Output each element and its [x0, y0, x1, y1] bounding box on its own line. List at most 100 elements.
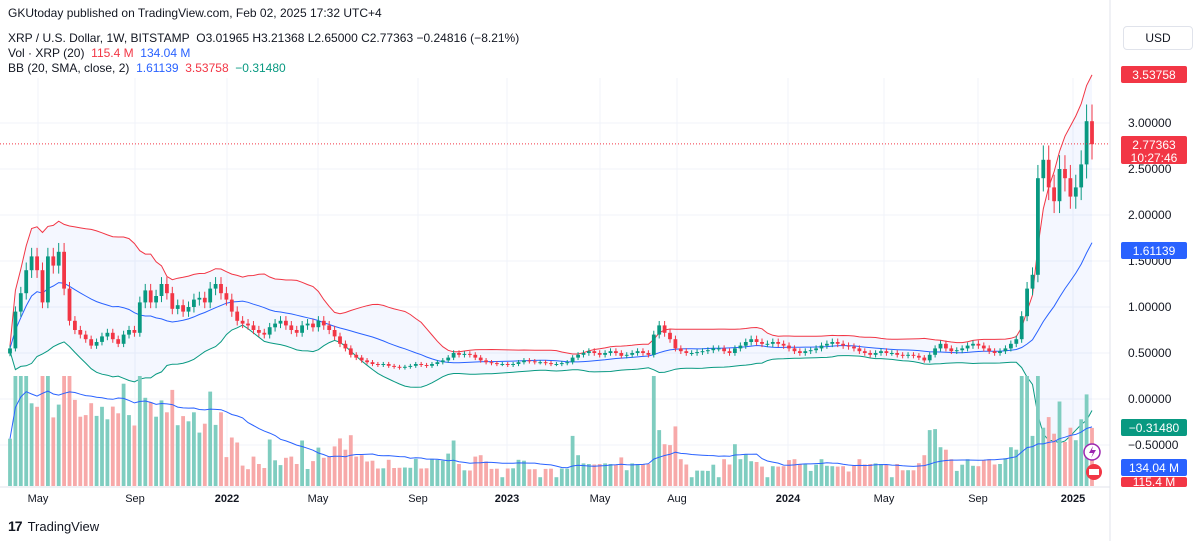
candle-body: [971, 343, 975, 346]
volume-ma-line: [9, 390, 1093, 469]
candle-body: [24, 270, 29, 294]
volume-bar: [154, 416, 158, 486]
bb-legend[interactable]: BB (20, SMA, close, 2) 1.61139 3.53758 −…: [8, 61, 286, 75]
x-tick-label: Aug: [667, 493, 687, 505]
volume-bar: [981, 460, 986, 486]
y-tick-label: 3.00000: [1128, 116, 1172, 130]
candle-body: [473, 354, 478, 358]
basis-label-text: 1.61139: [1133, 244, 1176, 258]
candle-body: [722, 348, 726, 352]
volume-bar: [911, 470, 916, 486]
volume-bar: [181, 416, 185, 486]
candle-body: [862, 351, 867, 353]
candle-body: [624, 354, 629, 356]
candle-body: [776, 342, 781, 344]
x-tick-label: 2025: [1061, 493, 1085, 505]
symbol-line: XRP / U.S. Dollar, 1W, BITSTAMP O3.01965…: [8, 31, 519, 45]
candle-body: [657, 325, 662, 335]
x-tick-label: 2022: [215, 493, 239, 505]
candle-body: [321, 320, 326, 326]
volume-bar: [944, 449, 948, 486]
candlesticks: [8, 104, 1094, 370]
candle-body: [749, 339, 754, 342]
candle-body: [554, 364, 559, 365]
candle-body: [392, 365, 396, 367]
candle-body: [532, 361, 537, 363]
volume-bar: [67, 376, 72, 486]
x-tick-label: May: [874, 493, 895, 505]
volume-bar: [949, 459, 954, 486]
candle-body: [830, 342, 835, 344]
candle-body: [208, 288, 213, 303]
candle-body: [1036, 178, 1040, 275]
volume-bar: [597, 464, 602, 486]
candle-body: [1030, 274, 1035, 289]
candle-body: [765, 343, 770, 345]
flag-icon: [1089, 469, 1099, 475]
candle-body: [1041, 159, 1046, 179]
candle-body: [267, 327, 272, 335]
volume-bar: [251, 456, 256, 486]
volume-bar: [603, 463, 607, 486]
volume-bar: [35, 406, 39, 486]
x-tick-label: May: [28, 493, 49, 505]
candle-body: [1019, 316, 1024, 340]
volume-bar: [608, 464, 613, 486]
volume-bar: [273, 460, 277, 486]
volume-bar: [370, 460, 375, 486]
volume-bar: [738, 459, 743, 486]
candle-body: [684, 351, 689, 353]
candle-body: [527, 360, 532, 362]
candle-body: [219, 284, 223, 294]
candle-body: [516, 362, 521, 364]
volume-bar: [381, 468, 386, 486]
candle-body: [1084, 121, 1089, 165]
currency-button[interactable]: USD: [1123, 26, 1193, 50]
candle-body: [1079, 164, 1084, 188]
volume-bar: [408, 467, 413, 486]
y-tick-label: 2.50000: [1128, 162, 1172, 176]
candle-body: [186, 307, 191, 312]
volume-bar: [862, 464, 867, 486]
candle-body: [635, 351, 640, 353]
candle-body: [549, 363, 553, 365]
volume-bar: [46, 376, 50, 486]
candle-body: [62, 251, 66, 289]
volume-bar: [527, 469, 532, 486]
volume-bar: [559, 468, 564, 486]
volume-bar: [1068, 427, 1073, 486]
candle-body: [933, 348, 937, 355]
candle-body: [1046, 159, 1051, 188]
volume-bar: [819, 459, 824, 486]
volume-legend[interactable]: Vol · XRP (20) 115.4 M 134.04 M: [8, 46, 190, 60]
candle-body: [716, 348, 721, 350]
volume-bar: [78, 416, 83, 486]
candle-body: [884, 351, 889, 353]
candle-body: [960, 348, 965, 351]
volume-bar: [971, 465, 975, 486]
volume-bar: [792, 459, 797, 486]
candle-body: [852, 346, 856, 349]
volume-bar: [787, 460, 791, 486]
x-tick-label: Sep: [125, 493, 145, 505]
bb-upper-line: [9, 74, 1093, 355]
candle-body: [197, 297, 202, 300]
tradingview-logo[interactable]: 17 TradingView: [8, 518, 99, 534]
publish-line: GKUtoday published on TradingView.com, F…: [8, 6, 382, 20]
volume-bar: [500, 477, 505, 486]
candle-body: [754, 339, 759, 342]
volume-bar: [1079, 419, 1084, 486]
candle-body: [987, 348, 992, 352]
candle-body: [257, 330, 261, 333]
volume-label-bg: [1121, 477, 1187, 487]
chart-grid: [0, 0, 1111, 541]
candle-body: [641, 351, 645, 353]
candle-body: [505, 364, 510, 365]
candle-body: [922, 357, 927, 361]
tradingview-logo-text: TradingView: [27, 518, 100, 534]
candle-body: [868, 353, 873, 355]
candle-body: [808, 350, 813, 352]
volume-bar: [300, 440, 304, 486]
candle-body: [18, 293, 23, 312]
